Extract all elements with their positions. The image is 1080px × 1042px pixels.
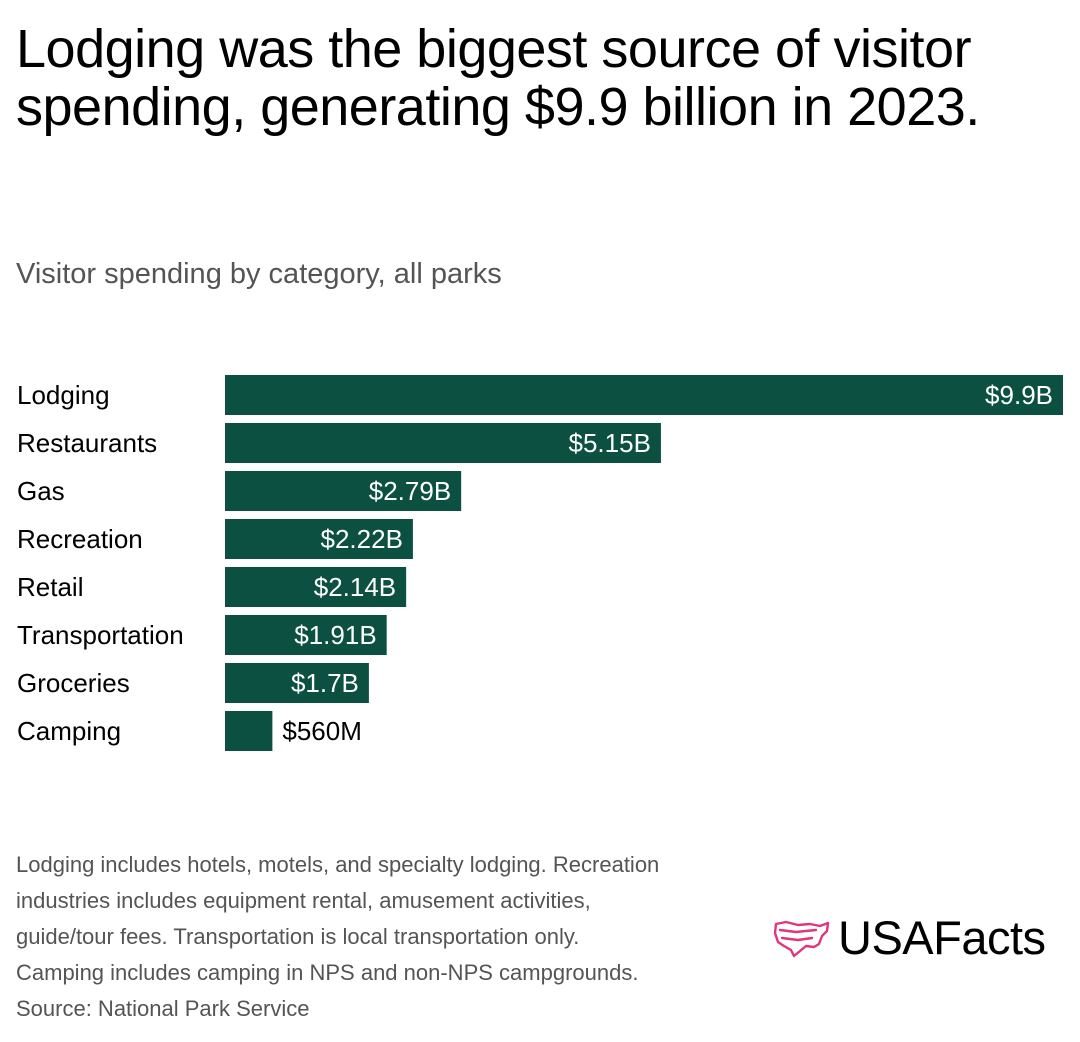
usa-map-icon (773, 920, 830, 958)
category-label: Recreation (17, 524, 143, 554)
logo-wordmark: USAFacts (838, 911, 1046, 964)
value-label: $560M (282, 716, 362, 746)
value-label: $1.91B (294, 620, 376, 650)
footnote-line: guide/tour fees. Transportation is local… (16, 924, 580, 949)
bar (225, 519, 413, 559)
value-label: $2.79B (369, 476, 451, 506)
category-label: Gas (17, 476, 65, 506)
bar (225, 423, 661, 463)
category-label: Camping (17, 716, 121, 746)
footnote-line: industries includes equipment rental, am… (16, 888, 591, 913)
category-label: Restaurants (17, 428, 157, 458)
value-label: $2.22B (321, 524, 403, 554)
value-label: $9.9B (985, 380, 1053, 410)
category-label: Transportation (17, 620, 184, 650)
bar (225, 471, 462, 511)
bar (225, 711, 273, 751)
category-label: Lodging (17, 380, 110, 410)
usafacts-logo: USAFacts (772, 908, 1072, 968)
bar (225, 375, 1063, 415)
bar (225, 567, 407, 607)
chart-title: Lodging was the biggest source of visito… (16, 19, 980, 137)
footnote-line: Camping includes camping in NPS and non-… (16, 960, 639, 985)
value-label: $2.14B (314, 572, 396, 602)
footnote-line: Lodging includes hotels, motels, and spe… (16, 852, 660, 877)
footnote: Lodging includes hotels, motels, and spe… (16, 847, 756, 1027)
chart-subtitle: Visitor spending by category, all parks (16, 258, 502, 290)
value-label: $1.7B (291, 668, 359, 698)
bar (225, 663, 369, 703)
bar-chart: Lodging $9.9B Restaurants $5.15B Gas $2.79B Re… (17, 375, 1063, 751)
value-label: $5.15B (569, 428, 651, 458)
bar (225, 615, 387, 655)
category-label: Retail (17, 572, 83, 602)
source-line: Source: National Park Service (16, 996, 310, 1021)
category-label: Groceries (17, 668, 130, 698)
